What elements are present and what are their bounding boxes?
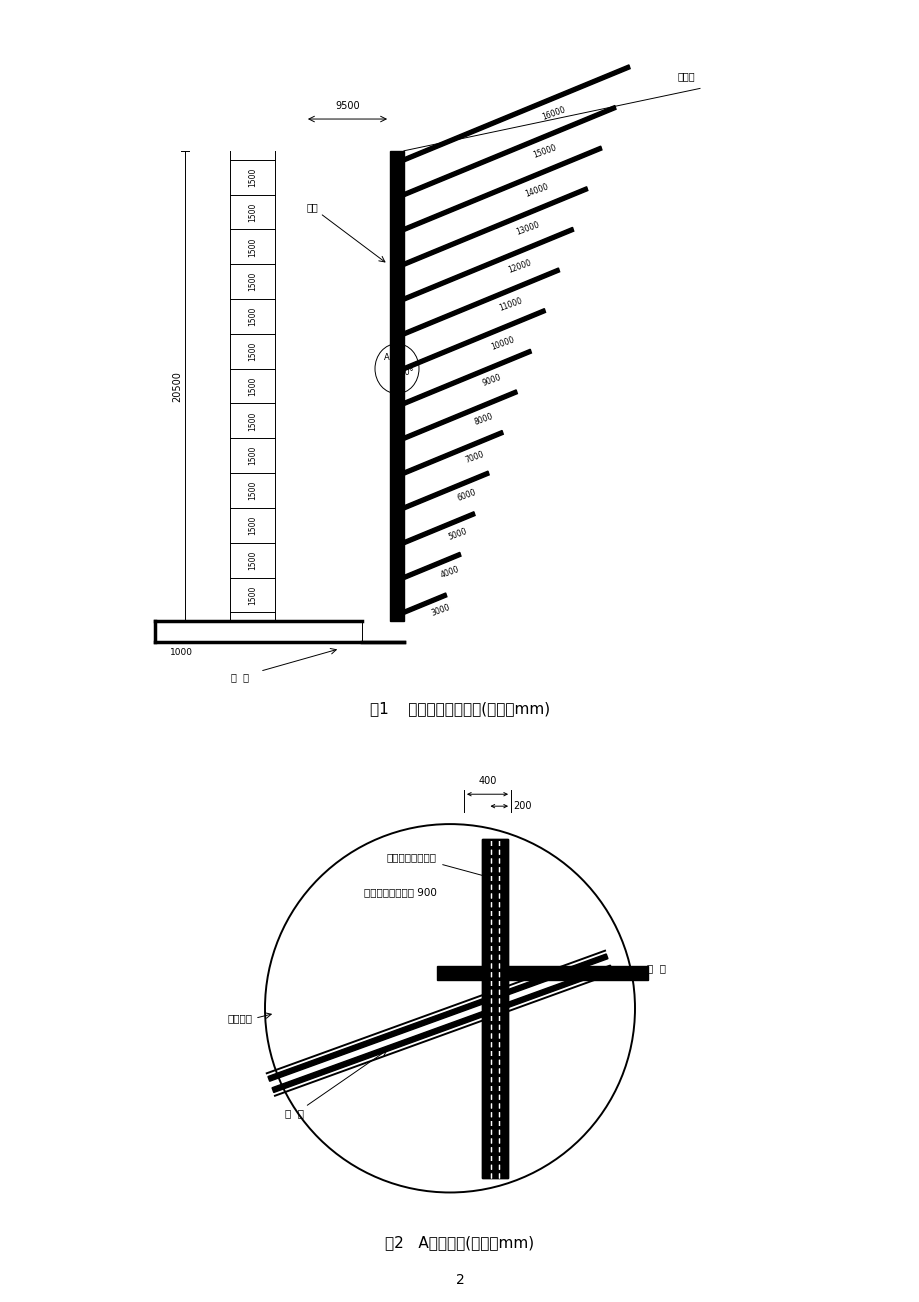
Text: 1500: 1500 xyxy=(248,376,256,396)
Polygon shape xyxy=(390,151,403,621)
Polygon shape xyxy=(403,349,531,405)
Text: A: A xyxy=(384,353,390,362)
Text: 20500: 20500 xyxy=(172,371,182,401)
Text: 400: 400 xyxy=(478,776,496,786)
Text: 10000: 10000 xyxy=(489,335,515,352)
Polygon shape xyxy=(403,65,630,161)
Text: 9500: 9500 xyxy=(335,100,359,111)
Polygon shape xyxy=(403,552,460,579)
Text: 8000: 8000 xyxy=(472,411,494,427)
Text: 钢筋混凝土墙面板: 钢筋混凝土墙面板 xyxy=(387,852,437,862)
Text: 12000: 12000 xyxy=(506,258,532,275)
Text: 1500: 1500 xyxy=(248,585,256,604)
Text: 1500: 1500 xyxy=(248,551,256,570)
Text: 200: 200 xyxy=(513,801,531,811)
Text: 2: 2 xyxy=(455,1273,464,1288)
Text: 1500: 1500 xyxy=(248,480,256,500)
Text: 1500: 1500 xyxy=(248,272,256,292)
Text: 1500: 1500 xyxy=(248,447,256,465)
Text: 15000: 15000 xyxy=(531,143,557,160)
Text: 6000: 6000 xyxy=(455,488,477,503)
Text: 锚肋: 锚肋 xyxy=(306,202,318,212)
Text: 14000: 14000 xyxy=(523,182,549,198)
Polygon shape xyxy=(403,186,587,266)
Text: 5000: 5000 xyxy=(447,526,468,542)
Polygon shape xyxy=(403,146,601,232)
Polygon shape xyxy=(482,838,507,1177)
Text: 锚  肋: 锚 肋 xyxy=(646,963,665,974)
Text: 16000: 16000 xyxy=(539,105,565,122)
Text: 1000: 1000 xyxy=(169,648,192,658)
Text: 4000: 4000 xyxy=(438,565,460,579)
Polygon shape xyxy=(403,471,489,510)
Polygon shape xyxy=(267,954,607,1081)
Polygon shape xyxy=(403,592,447,615)
Polygon shape xyxy=(403,105,616,197)
Text: 锚  孔: 锚 孔 xyxy=(285,1108,303,1118)
Polygon shape xyxy=(437,966,647,980)
Polygon shape xyxy=(403,268,559,336)
Text: 路  面: 路 面 xyxy=(231,672,249,682)
Text: 锚杆钢筋: 锚杆钢筋 xyxy=(228,1013,253,1023)
Text: 3000: 3000 xyxy=(430,603,451,618)
Text: 1500: 1500 xyxy=(248,411,256,431)
Text: 锚杆钢筋弯转部分 900: 锚杆钢筋弯转部分 900 xyxy=(364,887,437,897)
Text: 1500: 1500 xyxy=(248,341,256,361)
Polygon shape xyxy=(482,838,507,1177)
Polygon shape xyxy=(403,228,573,301)
Text: 7000: 7000 xyxy=(464,449,485,465)
Text: 1500: 1500 xyxy=(248,237,256,256)
Text: 1500: 1500 xyxy=(248,202,256,221)
Polygon shape xyxy=(403,512,474,544)
Text: 原坡面: 原坡面 xyxy=(676,72,694,81)
Text: 图2   A点大样图(单位：mm): 图2 A点大样图(单位：mm) xyxy=(385,1234,534,1250)
Text: 1500: 1500 xyxy=(248,307,256,327)
Text: 1500: 1500 xyxy=(248,516,256,535)
Text: 1500: 1500 xyxy=(248,168,256,187)
Text: 13000: 13000 xyxy=(515,220,540,237)
Polygon shape xyxy=(272,965,611,1092)
Text: 9000: 9000 xyxy=(481,374,502,388)
Polygon shape xyxy=(403,309,545,371)
Text: 11000: 11000 xyxy=(497,297,523,314)
Text: 20°: 20° xyxy=(401,368,414,378)
Polygon shape xyxy=(403,389,516,440)
Polygon shape xyxy=(403,431,503,475)
Text: 图1    锚杆挡土墙断面图(单位：mm): 图1 锚杆挡土墙断面图(单位：mm) xyxy=(369,702,550,716)
